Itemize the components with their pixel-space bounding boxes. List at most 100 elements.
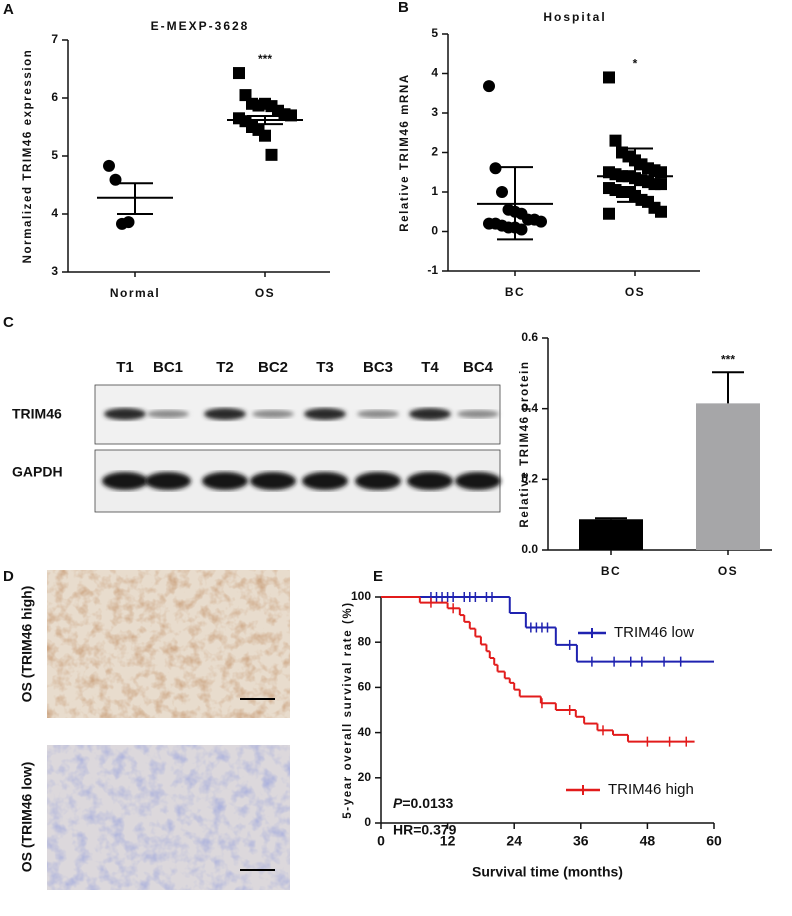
data-point (103, 159, 115, 172)
data-point (603, 71, 615, 84)
panel-label: D (3, 568, 14, 585)
y-tick-label: 60 (358, 680, 372, 694)
y-tick-label: 7 (51, 32, 58, 46)
y-tick-label: 5 (431, 26, 438, 40)
data-point (122, 216, 135, 229)
blot-band (145, 472, 191, 490)
error-bar (117, 182, 153, 215)
error-bar (247, 114, 283, 126)
significance: *** (258, 52, 272, 66)
y-tick-label: 5 (51, 148, 58, 162)
lane-label: BC3 (363, 359, 393, 376)
blot-band (252, 410, 294, 418)
data-point (483, 80, 495, 93)
y-tick-label: 4 (51, 206, 58, 220)
bar (579, 519, 643, 550)
lane-label: BC2 (258, 359, 288, 376)
lane-label: T1 (116, 359, 134, 376)
y-tick-label: 0.6 (521, 330, 538, 344)
blot-band (304, 408, 346, 420)
blot-band (202, 472, 248, 490)
data-point (609, 134, 622, 147)
blot-band (104, 408, 146, 420)
y-tick-label: -1 (427, 263, 438, 277)
x-tick-label: OS (255, 286, 275, 300)
y-tick-label: 0.0 (521, 542, 538, 556)
y-axis-label: 5-year overall survival rate (%) (342, 601, 354, 818)
y-tick-label: 2 (431, 145, 438, 159)
lane-label: BC4 (463, 359, 494, 376)
panel-label: E (373, 568, 383, 585)
data-point (285, 109, 297, 122)
blot-row-label: TRIM46 (12, 406, 62, 422)
data-point (655, 178, 667, 191)
y-tick-label: 0 (364, 815, 371, 829)
lane-label: T2 (216, 359, 234, 376)
blot-band (409, 408, 451, 420)
chart-title: Hospital (543, 10, 606, 24)
blot-row-label: GAPDH (12, 464, 63, 480)
data-point (489, 162, 502, 175)
y-tick-label: 100 (351, 589, 371, 603)
y-axis-label: Relative TRIM46 mRNA (399, 73, 411, 232)
x-tick-label: OS (625, 285, 645, 299)
blot-band (102, 472, 148, 490)
data-point (233, 67, 245, 80)
y-tick-label: 3 (431, 105, 438, 119)
data-point (259, 129, 271, 142)
x-axis-label: Survival time (months) (472, 864, 623, 880)
legend-label: TRIM46 low (614, 624, 694, 641)
lane-label: BC1 (153, 359, 183, 376)
x-tick-label: 60 (706, 833, 722, 849)
x-tick-label: BC (505, 285, 525, 299)
lane-label: T4 (421, 359, 439, 376)
y-tick-label: 20 (358, 770, 372, 784)
ihc-label: OS (TRIM46 high) (19, 586, 35, 703)
blot-band (250, 472, 296, 490)
blot-band (457, 410, 499, 418)
blot-band (147, 410, 189, 418)
data-point (515, 223, 528, 236)
blot-band (302, 472, 348, 490)
panel-label: B (398, 0, 409, 16)
y-axis-label: Normalized TRIM46 expression (22, 49, 34, 264)
x-tick-label: 48 (640, 833, 656, 849)
y-tick-label: 80 (358, 634, 372, 648)
y-tick-label: 40 (358, 725, 372, 739)
x-tick-label: 24 (506, 833, 522, 849)
ihc-label: OS (TRIM46 low) (19, 762, 35, 872)
bar (696, 403, 760, 550)
annotation: P=0.0133 (393, 795, 454, 811)
lane-label: T3 (316, 359, 334, 376)
blot-band (455, 472, 501, 490)
error-bar (712, 371, 744, 404)
panel-label: A (3, 1, 14, 18)
y-tick-label: 6 (51, 90, 58, 104)
x-tick-label: 36 (573, 833, 589, 849)
chart-title: E-MEXP-3628 (151, 19, 250, 33)
panel-label: C (3, 314, 14, 331)
ihc-texture (47, 570, 290, 718)
data-point (265, 148, 278, 161)
survival-curve (381, 596, 695, 747)
data-point (655, 205, 667, 218)
y-axis-label: Relative TRIM46 protein (519, 360, 531, 527)
blot-band (204, 408, 246, 420)
blot-band (357, 410, 399, 418)
data-point (535, 215, 547, 228)
data-point (603, 207, 615, 220)
x-tick-label: Normal (110, 286, 160, 300)
error-bar (617, 147, 653, 203)
significance: *** (721, 352, 735, 366)
x-tick-label: OS (718, 564, 738, 578)
error-bar (497, 166, 533, 241)
blot-bands (102, 408, 501, 490)
data-point (496, 186, 508, 198)
data-point (252, 123, 265, 136)
y-tick-label: 0 (431, 224, 438, 238)
x-tick-label: 0 (377, 833, 385, 849)
error-bar (595, 517, 627, 520)
significance: * (633, 57, 638, 71)
ihc-texture (47, 745, 290, 890)
